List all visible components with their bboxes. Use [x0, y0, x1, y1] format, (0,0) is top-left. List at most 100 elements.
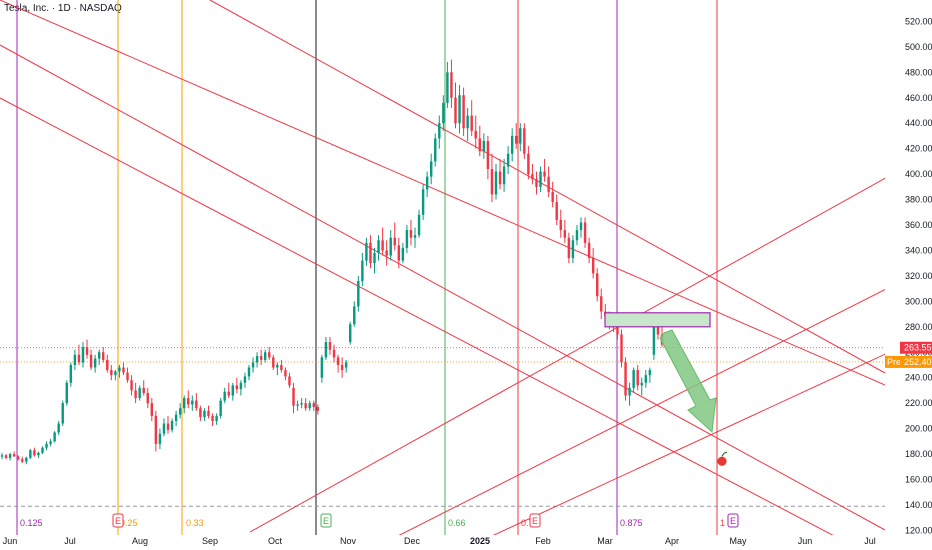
candle-body[interactable] [211, 415, 214, 421]
candle-body[interactable] [434, 138, 437, 162]
candle-body[interactable] [543, 171, 546, 177]
candle-body[interactable] [272, 357, 275, 368]
candle-body[interactable] [498, 171, 502, 185]
candle-body[interactable] [276, 364, 279, 368]
candle-body[interactable] [247, 367, 251, 377]
candle-body[interactable] [413, 235, 417, 238]
candle-body[interactable] [466, 115, 469, 129]
earnings-marker[interactable] [529, 513, 541, 528]
candle-body[interactable] [45, 443, 48, 448]
channel-line[interactable] [0, 97, 880, 550]
candle-body[interactable] [401, 247, 405, 261]
candle-body[interactable] [336, 357, 340, 365]
candle-body[interactable] [29, 450, 32, 458]
candle-body[interactable] [0, 455, 4, 457]
candle-body[interactable] [57, 423, 60, 433]
candle-body[interactable] [405, 230, 409, 248]
candle-body[interactable] [515, 135, 518, 144]
candle-body[interactable] [49, 441, 52, 444]
candle-body[interactable] [446, 72, 449, 103]
candle-body[interactable] [130, 380, 133, 391]
candle-body[interactable] [53, 432, 56, 442]
candle-body[interactable] [624, 362, 627, 396]
candle-body[interactable] [312, 403, 315, 407]
candle-body[interactable] [596, 273, 599, 297]
candle-body[interactable] [429, 161, 433, 177]
candle-body[interactable] [531, 174, 534, 180]
candle-body[interactable] [393, 237, 396, 246]
candle-body[interactable] [328, 342, 332, 350]
candle-body[interactable] [377, 240, 380, 253]
candle-body[interactable] [41, 447, 44, 453]
candle-body[interactable] [268, 352, 271, 358]
candle-body[interactable] [288, 376, 291, 386]
candle-body[interactable] [620, 334, 623, 363]
candle-body[interactable] [600, 296, 603, 312]
candle-body[interactable] [251, 362, 255, 368]
candle-body[interactable] [652, 321, 656, 355]
candle-body[interactable] [425, 176, 429, 190]
candle-body[interactable] [203, 410, 206, 418]
candle-body[interactable] [349, 324, 352, 343]
price-zone-box[interactable] [604, 312, 711, 328]
candle-body[interactable] [199, 408, 202, 418]
candle-body[interactable] [284, 370, 287, 377]
candle-body[interactable] [332, 349, 336, 358]
candle-body[interactable] [353, 306, 356, 325]
candle-body[interactable] [182, 398, 186, 409]
candle-body[interactable] [454, 97, 457, 124]
candle-body[interactable] [579, 222, 583, 231]
candle-body[interactable] [632, 370, 635, 388]
candle-body[interactable] [486, 141, 490, 170]
candle-body[interactable] [591, 258, 595, 274]
candle-body[interactable] [21, 459, 24, 462]
candle-body[interactable] [174, 414, 178, 421]
candle-body[interactable] [535, 179, 538, 187]
candle-body[interactable] [506, 153, 510, 167]
candle-body[interactable] [77, 354, 81, 363]
candle-body[interactable] [227, 391, 230, 396]
candle-body[interactable] [178, 408, 182, 415]
earnings-marker[interactable] [112, 513, 124, 528]
earnings-marker[interactable] [320, 513, 332, 528]
candle-body[interactable] [458, 95, 461, 124]
candle-body[interactable] [656, 321, 660, 335]
candle-body[interactable] [255, 356, 259, 363]
candle-body[interactable] [409, 230, 413, 238]
candle-body[interactable] [365, 242, 368, 261]
channel-line[interactable] [249, 170, 900, 533]
candle-body[interactable] [69, 364, 73, 383]
candle-body[interactable] [170, 420, 174, 430]
candle-body[interactable] [450, 72, 453, 98]
candle-body[interactable] [510, 135, 514, 154]
candle-body[interactable] [118, 367, 121, 372]
candle-body[interactable] [519, 128, 522, 144]
candle-body[interactable] [527, 153, 530, 175]
candle-body[interactable] [114, 371, 117, 376]
candle-body[interactable] [571, 240, 575, 259]
candle-body[interactable] [357, 280, 360, 307]
candle-body[interactable] [8, 454, 12, 458]
candle-body[interactable] [231, 385, 235, 396]
candle-body[interactable] [102, 352, 105, 360]
candle-body[interactable] [97, 352, 101, 359]
candle-body[interactable] [482, 141, 486, 152]
channel-line[interactable] [0, 44, 885, 531]
candle-body[interactable] [93, 358, 97, 368]
candle-body[interactable] [142, 387, 145, 393]
candle-body[interactable] [239, 382, 243, 390]
candle-body[interactable] [73, 354, 77, 365]
candle-body[interactable] [563, 230, 567, 238]
candle-body[interactable] [296, 404, 299, 406]
candle-body[interactable] [16, 456, 20, 460]
candle-body[interactable] [304, 403, 307, 409]
candle-body[interactable] [397, 245, 401, 261]
candle-body[interactable] [243, 376, 247, 383]
candle-body[interactable] [648, 370, 652, 376]
candle-body[interactable] [235, 385, 239, 390]
candle-body[interactable] [81, 347, 85, 363]
channel-line[interactable] [0, 0, 885, 386]
candle-body[interactable] [462, 95, 465, 129]
candle-body[interactable] [417, 214, 421, 236]
